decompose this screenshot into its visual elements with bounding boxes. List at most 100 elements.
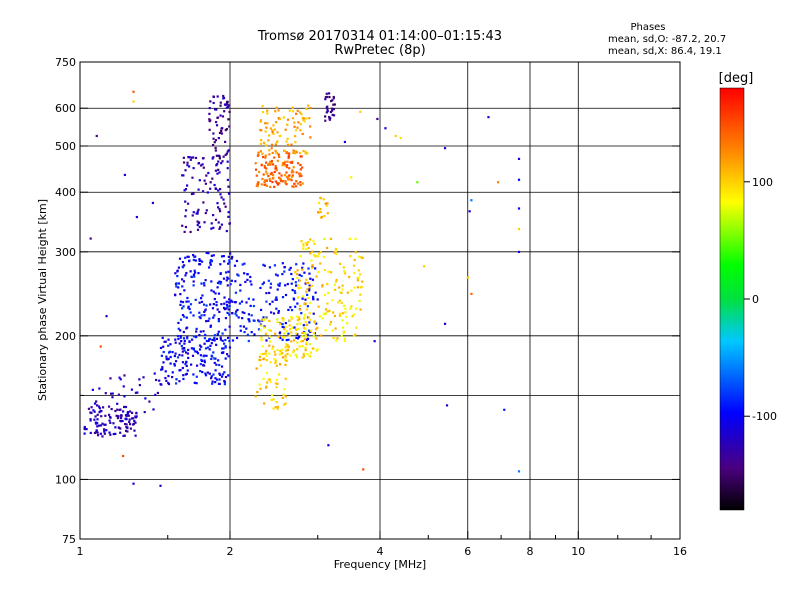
data-point [287, 155, 291, 158]
data-point [208, 348, 211, 351]
plot-frame [79, 61, 681, 540]
colorbar-tick-label: 0 [752, 293, 759, 306]
data-point [341, 319, 344, 322]
data-point [212, 338, 215, 342]
data-point [109, 421, 112, 424]
data-point [324, 98, 327, 101]
data-point [219, 263, 222, 266]
data-point [183, 347, 186, 350]
data-point [503, 408, 506, 411]
data-point [122, 385, 125, 388]
data-point [226, 150, 229, 153]
data-point [275, 167, 278, 170]
data-point [319, 262, 322, 265]
data-point [305, 343, 308, 346]
data-point [179, 368, 182, 372]
data-point [296, 337, 300, 340]
data-point [239, 283, 242, 287]
data-point [262, 281, 266, 284]
data-point [222, 198, 225, 201]
data-point [296, 348, 299, 351]
data-point [295, 336, 298, 340]
data-point [284, 284, 287, 287]
data-point [195, 350, 199, 353]
data-point [277, 335, 280, 338]
data-point [303, 271, 306, 274]
data-point [266, 112, 269, 115]
data-point [276, 183, 280, 186]
data-point [210, 259, 213, 262]
data-point [125, 423, 128, 426]
data-point [466, 276, 469, 279]
data-point [295, 284, 298, 287]
data-point [244, 280, 247, 284]
data-point [189, 311, 192, 314]
data-point [280, 348, 283, 351]
y-tick-label: 100 [55, 473, 76, 486]
data-point [192, 211, 195, 214]
data-point [215, 124, 219, 127]
data-point [138, 384, 141, 387]
data-point [226, 167, 229, 170]
data-point [243, 311, 246, 315]
data-point [353, 258, 356, 262]
data-point [126, 426, 129, 430]
data-point [298, 335, 301, 339]
data-point [142, 376, 145, 379]
data-point [290, 331, 293, 334]
data-point [98, 407, 101, 410]
data-point [299, 181, 302, 184]
data-point [283, 332, 286, 335]
data-point [217, 292, 221, 295]
data-point [353, 272, 356, 275]
data-point [265, 161, 268, 164]
data-point [211, 380, 214, 383]
axis-ticks: 1 2 4 6 8 10 16 75 100 200 300 400 500 600 750 [55, 56, 687, 558]
data-point [360, 256, 363, 259]
data-point [187, 305, 190, 308]
data-point [209, 325, 212, 328]
data-point [287, 178, 290, 181]
data-point [138, 378, 141, 381]
data-point [180, 278, 184, 281]
data-point [209, 263, 212, 266]
data-point [195, 212, 198, 215]
data-point [348, 275, 351, 279]
data-point [286, 160, 289, 163]
data-point [227, 104, 231, 107]
data-point [227, 374, 230, 377]
data-point [331, 113, 334, 117]
data-point [273, 264, 276, 267]
data-point [309, 238, 312, 241]
data-point [186, 352, 190, 355]
data-point [94, 415, 97, 418]
data-point [349, 255, 352, 258]
data-point [342, 304, 346, 307]
data-point [496, 181, 500, 184]
data-point [181, 285, 184, 288]
data-point [91, 388, 94, 391]
data-point [247, 297, 250, 300]
data-point [197, 208, 200, 211]
data-point [218, 372, 221, 375]
data-point [89, 431, 92, 435]
data-point [184, 200, 187, 203]
data-point [189, 303, 193, 306]
data-point [223, 260, 226, 263]
data-point [208, 128, 211, 131]
data-point [186, 296, 189, 300]
data-point [286, 352, 289, 356]
data-point [259, 364, 262, 367]
data-point [290, 316, 293, 319]
data-point [304, 282, 307, 285]
data-point [271, 130, 274, 134]
data-point [277, 176, 281, 179]
data-point [236, 308, 239, 312]
data-point [207, 171, 210, 175]
data-point [183, 349, 186, 352]
data-point [283, 162, 286, 165]
data-point [276, 288, 279, 291]
y-tick-label: 75 [62, 533, 76, 546]
data-point [305, 107, 308, 111]
data-point [326, 110, 329, 113]
